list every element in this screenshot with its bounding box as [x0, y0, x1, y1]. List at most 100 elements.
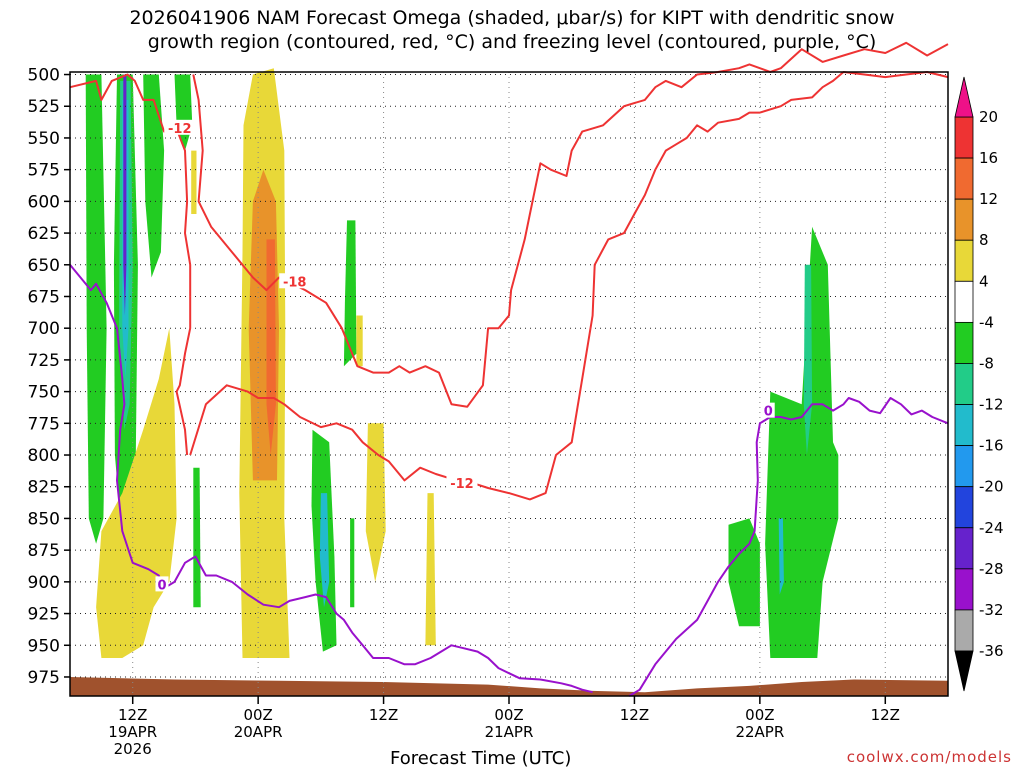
y-tick-label: 650: [28, 256, 60, 276]
colorbar-bin: [954, 404, 974, 447]
dgz-contour-label: -12: [450, 477, 474, 492]
omega-ascent-hour-5-purple: [123, 74, 127, 316]
y-tick-label: 725: [28, 351, 60, 371]
omega-descent-hour-27-yellow: [356, 315, 363, 367]
colorbar-bin: [954, 527, 974, 570]
dgz-contour-label-bg: [164, 119, 196, 135]
omega-descent-hour-7-yellow: [96, 328, 177, 658]
ground-surface: [70, 677, 948, 696]
omega-ascent-hour-7-green: [143, 74, 165, 278]
omega-ascent-hour-12-green: [193, 467, 201, 608]
y-tick-label: 975: [28, 668, 60, 688]
x-tick-label: 2026: [114, 740, 152, 758]
omega-descent-hour-12-yellow: [191, 150, 197, 214]
omega-ascent-hour-64-green: [728, 518, 760, 627]
dgz-contour-label: -18: [283, 275, 307, 290]
y-tick-label: 800: [28, 446, 60, 466]
y-tick-label: 775: [28, 414, 60, 434]
colorbar-bottom-arrow: [954, 650, 974, 692]
colorbar-top-arrow: [954, 76, 974, 118]
y-tick-label: 700: [28, 319, 60, 339]
colorbar-tick-label: -4: [979, 313, 994, 331]
colorbar-tick-label: -28: [979, 560, 1004, 578]
y-tick-label: 625: [28, 224, 60, 244]
y-tick-label: 850: [28, 509, 60, 529]
colorbar-bin: [954, 363, 974, 405]
x-tick-label: 12Z: [871, 706, 900, 724]
colorbar-tick-label: 12: [979, 190, 998, 208]
omega-descent-hour-29-yellow: [365, 423, 386, 582]
omega-descent-hour-19-orange: [266, 239, 276, 455]
x-tick-label: 12Z: [118, 706, 147, 724]
colorbar-tick-label: 16: [979, 149, 998, 167]
dgz-contour-dgz-minus12-upper: [69, 73, 192, 456]
x-axis-label: Forecast Time (UTC): [390, 748, 572, 769]
omega-ascent-hour-24-cyan: [319, 493, 330, 608]
colorbar-bin: [954, 568, 974, 611]
chart-title: 2026041906 NAM Forecast Omega (shaded, μ…: [0, 6, 1024, 54]
colorbar-bin: [954, 239, 974, 282]
y-tick-label: 875: [28, 541, 60, 561]
dgz-contour-label: -12: [168, 122, 192, 137]
colorbar-tick-label: -36: [979, 642, 1004, 660]
colorbar-tick-label: -32: [979, 601, 1004, 619]
x-tick-label: 00Z: [494, 706, 523, 724]
y-tick-label: 750: [28, 383, 60, 403]
chart-title-line-1: 2026041906 NAM Forecast Omega (shaded, μ…: [129, 7, 895, 29]
freezing-contour-label: 0: [764, 405, 773, 420]
y-tick-label: 825: [28, 478, 60, 498]
x-tick-label: 21APR: [485, 723, 534, 741]
y-tick-label: 675: [28, 287, 60, 307]
y-tick-label: 950: [28, 636, 60, 656]
colorbar-bin: [954, 445, 974, 488]
x-tick-label: 00Z: [243, 706, 272, 724]
freezing-contour-label-bg: [155, 576, 169, 592]
colorbar-tick-label: 4: [979, 272, 989, 290]
freezing-contour-label: 0: [157, 578, 166, 593]
x-tick-label: 20APR: [234, 723, 283, 741]
x-tick-label: 12Z: [620, 706, 649, 724]
y-tick-label: 925: [28, 605, 60, 625]
dgz-contour-label-bg: [446, 474, 478, 490]
omega-ascent-hour-27-green: [343, 220, 357, 367]
omega-ascent-hour-69-green: [765, 226, 839, 658]
x-tick-label: 00Z: [745, 706, 774, 724]
colorbar-bin: [954, 157, 974, 200]
colorbar-tick-label: -8: [979, 354, 994, 372]
colorbar-bin: [954, 280, 974, 323]
freezing-contour-freezing-0-late: [628, 397, 949, 697]
y-tick-label: 525: [28, 97, 60, 117]
colorbar-bin: [954, 609, 974, 652]
freezing-contour-freezing-0-early: [69, 264, 593, 694]
y-tick-label: 575: [28, 161, 60, 181]
x-tick-label: 12Z: [369, 706, 398, 724]
colorbar-tick-label: -12: [979, 396, 1004, 414]
colorbar-tick-label: -16: [979, 437, 1004, 455]
y-tick-label: 600: [28, 192, 60, 212]
colorbar-bin: [954, 486, 974, 529]
dgz-contour-dgz-minus18-upper: [192, 41, 949, 408]
y-tick-label: 550: [28, 129, 60, 149]
omega-ascent-hour-68-cyan: [778, 518, 784, 595]
colorbar-bin: [954, 321, 974, 364]
credit-text: coolwx.com/models: [846, 748, 1012, 766]
omega-ascent-hour-2-green: [85, 74, 107, 544]
colorbar-tick-label: -20: [979, 478, 1004, 496]
y-tick-label: 500: [28, 66, 60, 86]
x-tick-label: 19APR: [108, 723, 157, 741]
freezing-contour-label-bg: [761, 402, 775, 418]
colorbar-tick-label: -24: [979, 519, 1004, 537]
omega-ascent-hour-27b-green: [350, 518, 355, 608]
colorbar-bin: [954, 116, 974, 159]
colorbar-bin: [954, 198, 974, 241]
omega-ascent-hour-10-green: [174, 74, 193, 151]
y-tick-label: 900: [28, 573, 60, 593]
chart-title-line-2: growth region (contoured, red, °C) and f…: [147, 31, 877, 53]
dgz-contour-dgz-minus12-lower: [189, 71, 949, 501]
omega-descent-hour-34-yellow: [425, 493, 436, 646]
colorbar-tick-label: 8: [979, 231, 989, 249]
x-tick-label: 22APR: [735, 723, 784, 741]
colorbar-tick-label: 20: [979, 108, 998, 126]
dgz-contour-label-bg: [279, 273, 311, 289]
